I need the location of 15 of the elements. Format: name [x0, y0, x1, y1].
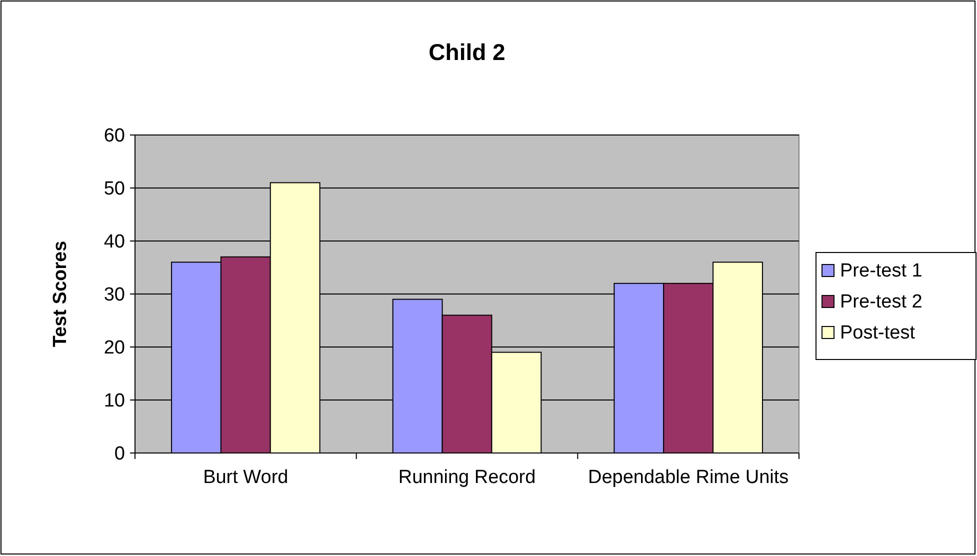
- x-tick-label: Dependable Rime Units: [588, 467, 789, 488]
- y-tick-label: 10: [104, 390, 125, 412]
- y-tick-label: 60: [104, 126, 125, 147]
- x-tick-label: Running Record: [398, 467, 536, 488]
- legend-label: Post-test: [840, 322, 916, 344]
- x-tick-label: Burt Word: [203, 467, 288, 488]
- y-tick-label: 20: [104, 338, 125, 359]
- chart-title: Child 2: [428, 39, 506, 65]
- y-tick-label: 0: [114, 444, 125, 465]
- legend-label: Pre-test 1: [840, 260, 922, 282]
- legend-label: Pre-test 2: [840, 292, 922, 312]
- y-tick-label: 40: [104, 232, 125, 253]
- y-tick-label: 50: [104, 178, 125, 200]
- y-tick-label: 30: [104, 284, 125, 306]
- y-axis-title: Test Scores: [50, 240, 71, 348]
